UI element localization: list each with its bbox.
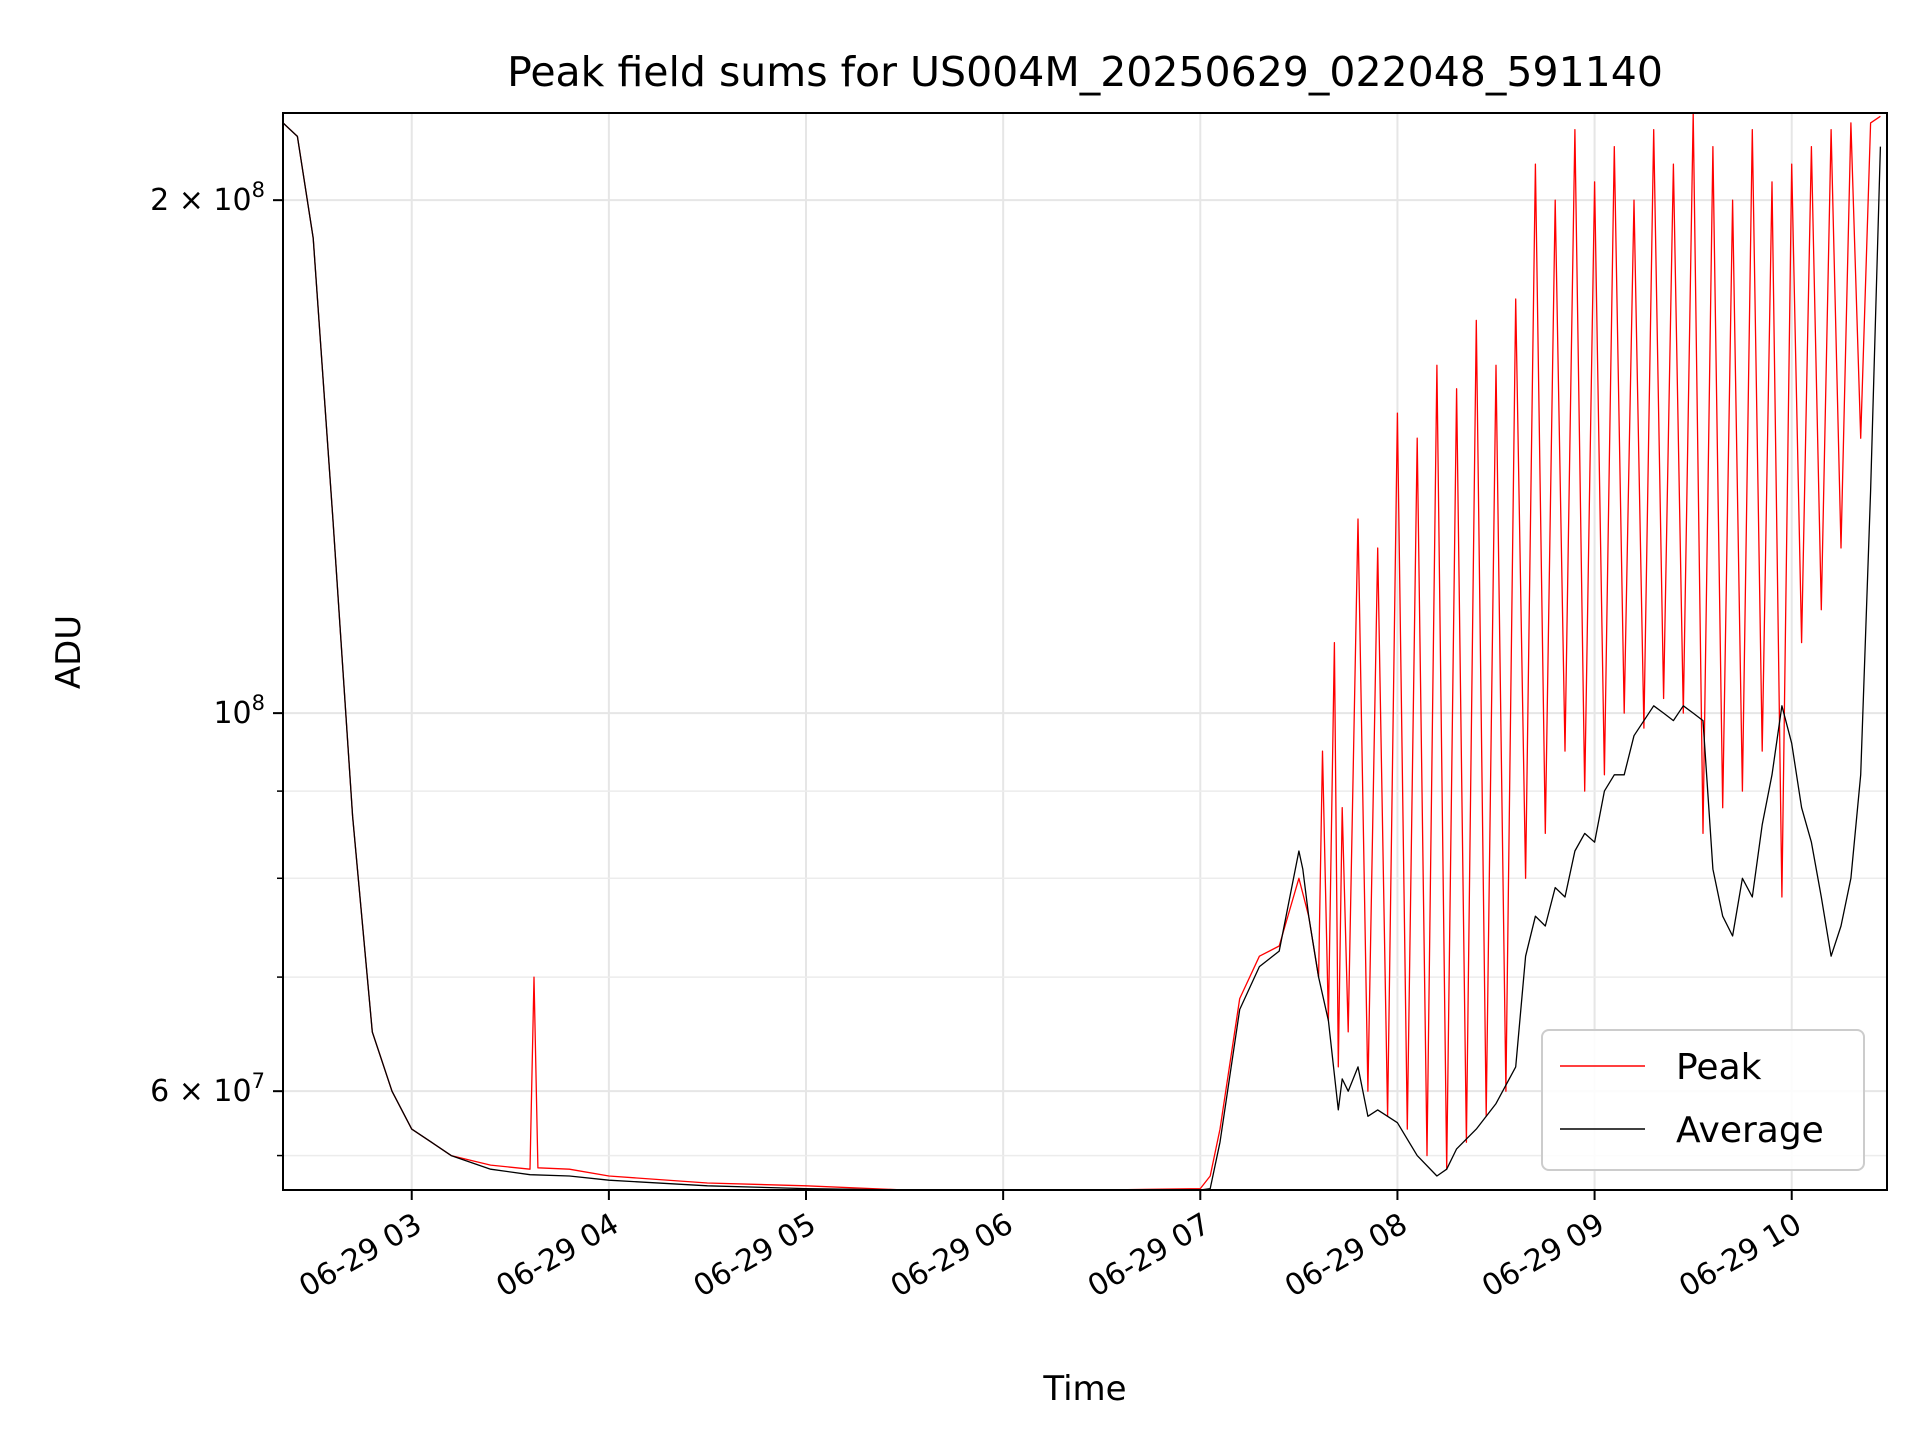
legend-label-average: Average — [1676, 1110, 1824, 1151]
legend: Peak Average — [1541, 1029, 1865, 1171]
x-axis-title: Time — [1042, 1369, 1126, 1409]
plot-area-frame — [282, 112, 1888, 1191]
chart-title: Peak field sums for US004M_20250629_0220… — [507, 48, 1663, 96]
y-axis-title: ADU — [49, 615, 89, 689]
series-group — [282, 112, 1882, 1191]
y-tick-label: 6 × 107 — [150, 1069, 265, 1109]
series-line-peak — [282, 112, 1881, 1191]
series-line-average — [282, 122, 1882, 1191]
grid — [283, 113, 1887, 1190]
legend-box — [1541, 1029, 1865, 1171]
y-tick-label: 2 × 108 — [150, 178, 265, 218]
y-tick-label: 108 — [213, 691, 265, 731]
legend-label-peak: Peak — [1676, 1047, 1762, 1088]
